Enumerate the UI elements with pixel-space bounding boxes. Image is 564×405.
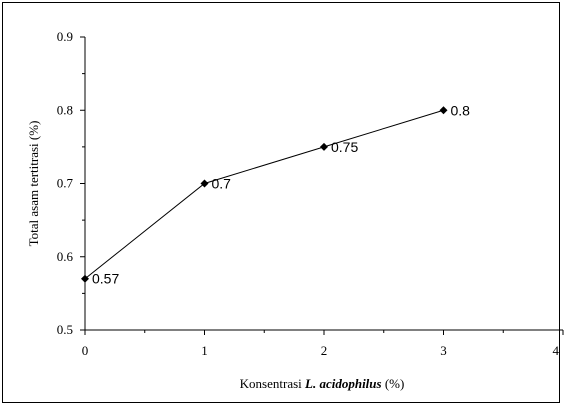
x-tick-label: 2 [321, 343, 328, 358]
data-point [81, 274, 89, 283]
x-axis-label-prefix: Konsentrasi [240, 376, 305, 391]
x-tick-label: 4 [553, 343, 560, 358]
data-label: 0.7 [212, 176, 232, 192]
series [81, 106, 448, 283]
y-tick-label: 0.9 [57, 29, 73, 44]
data-point [200, 179, 209, 188]
y-tick-label: 0.8 [57, 102, 73, 117]
data-point [439, 106, 448, 115]
x-axis-label-unit: (%) [385, 376, 405, 391]
y-tick-label: 0.5 [57, 322, 73, 337]
x-tick-label: 0 [82, 343, 89, 358]
x-tick-label: 1 [201, 343, 208, 358]
data-labels: 0.57 0.7 0.75 0.8 [92, 102, 470, 286]
series-line [84, 109, 444, 280]
x-tick-label: 3 [440, 343, 447, 358]
y-tick-label: 0.7 [57, 176, 74, 191]
y-axis-label: Total asam tertitrasi (%) [26, 121, 41, 247]
x-axis-label: Konsentrasi L. acidophilus (%) [240, 376, 405, 391]
data-point [320, 142, 328, 151]
data-label: 0.75 [331, 139, 358, 155]
data-label: 0.8 [451, 102, 471, 118]
y-tick-label: 0.6 [57, 249, 74, 264]
axes [84, 37, 563, 331]
chart-frame [2, 2, 560, 403]
ticks: 0.5 0.6 0.7 0.8 0.9 0 1 2 3 4 [57, 29, 564, 358]
data-label: 0.57 [92, 271, 119, 287]
x-axis-label-species: L. acidophilus [304, 376, 382, 391]
